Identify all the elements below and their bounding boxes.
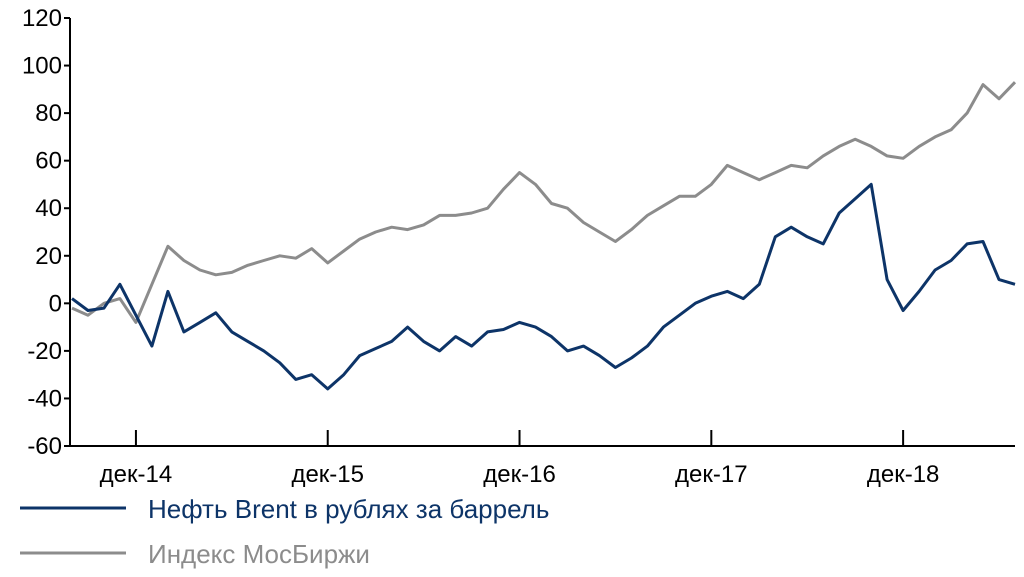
x-tick-label: дек-17 [675,461,748,488]
y-tick-label: 120 [22,5,62,32]
y-tick-label: -40 [27,385,62,412]
y-tick-label: 60 [35,148,62,175]
y-tick-label: 80 [35,100,62,127]
series-line-brent [71,182,1016,391]
series-line-moex [71,81,1017,324]
y-tick-label: 100 [22,53,62,80]
y-tick-label: 20 [35,243,62,270]
series-lines [71,81,1017,391]
legend-item-moex: Индекс МосБиржи [20,539,370,569]
legend-item-brent: Нефть Brent в рублях за баррель [20,494,549,524]
x-tick-label: дек-18 [867,461,940,488]
y-tick-label: 0 [49,290,62,317]
y-axis: -60 -40 -20 0 20 40 60 80 100 120 [22,5,71,460]
y-tick-label: 40 [35,195,62,222]
y-tick-label: -20 [27,338,62,365]
x-tick-label: дек-16 [483,461,556,488]
x-tick-label: дек-15 [291,461,364,488]
legend: Нефть Brent в рублях за баррель Индекс М… [20,494,549,569]
legend-label-brent: Нефть Brent в рублях за баррель [148,494,549,524]
legend-label-moex: Индекс МосБиржи [148,539,370,569]
y-tick-label: -60 [27,433,62,460]
x-axis: дек-14 дек-15 дек-16 дек-17 дек-18 [70,430,1015,488]
x-tick-label: дек-14 [100,461,173,488]
